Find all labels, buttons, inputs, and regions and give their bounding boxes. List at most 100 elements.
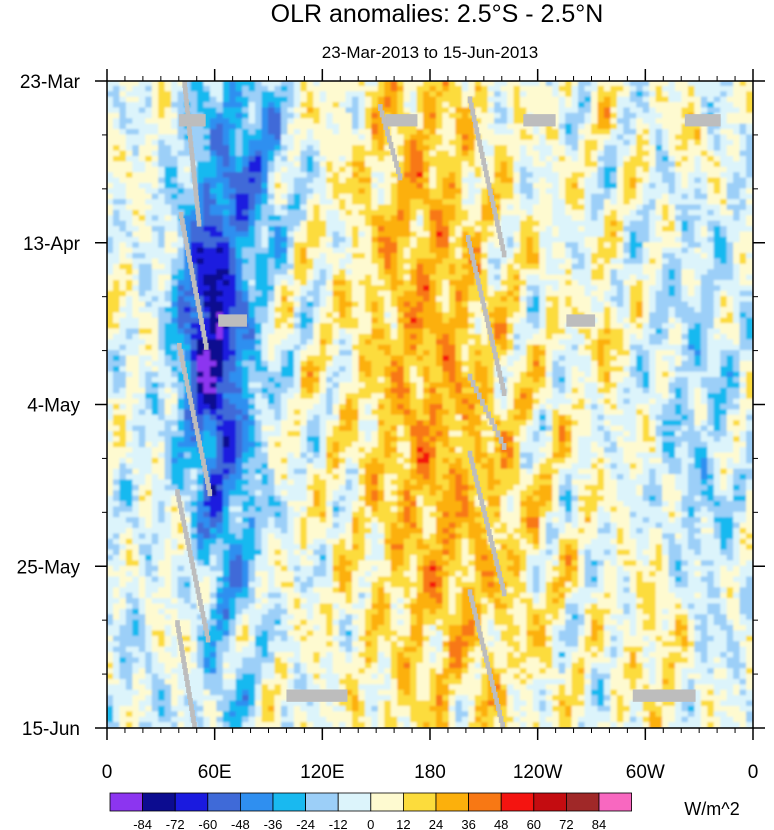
heatmap-cell (164, 161, 173, 168)
heatmap-cell (203, 161, 211, 168)
heatmap-cell (565, 166, 573, 174)
heatmap-cell (455, 166, 463, 174)
heatmap-cell (384, 145, 392, 152)
heatmap-cell (720, 145, 728, 152)
heatmap-cell (403, 139, 412, 147)
heatmap-cell (280, 161, 289, 168)
heatmap-cell (410, 134, 418, 141)
heatmap-cell (545, 139, 554, 147)
heatmap-cell (209, 118, 218, 125)
heatmap-cell (481, 150, 489, 157)
heatmap-cell (687, 129, 696, 136)
heatmap-cell (332, 91, 341, 98)
heatmap-cell (107, 166, 114, 174)
heatmap-cell (687, 172, 696, 179)
heatmap-cell (733, 166, 741, 174)
heatmap-cell (248, 123, 257, 131)
heatmap-cell (558, 139, 567, 147)
heatmap-cell (164, 81, 173, 87)
heatmap-cell (248, 85, 257, 93)
heatmap-cell (487, 150, 496, 157)
heatmap-cell (119, 81, 127, 87)
heatmap-cell (655, 150, 664, 157)
heatmap-cell (571, 150, 580, 157)
heatmap-cell (500, 81, 509, 87)
heatmap-cell (649, 123, 657, 131)
heatmap-cell (255, 112, 263, 120)
heatmap-cell (461, 81, 470, 87)
heatmap-cell (132, 123, 140, 131)
heatmap-cell (448, 91, 457, 98)
heatmap-cell (571, 112, 580, 120)
heatmap-cell (138, 81, 147, 87)
heatmap-cell (610, 102, 618, 109)
heatmap-cell (293, 129, 302, 136)
heatmap-cell (642, 112, 651, 120)
heatmap-cell (487, 112, 496, 120)
heatmap-cell (351, 81, 360, 87)
heatmap-cell (410, 155, 418, 163)
heatmap-cell (481, 118, 489, 125)
heatmap-cell (513, 134, 521, 141)
heatmap-cell (720, 118, 728, 125)
heatmap-cell (293, 81, 302, 87)
heatmap-cell (662, 107, 670, 114)
heatmap-cell (377, 129, 386, 136)
heatmap-cell (184, 81, 192, 87)
heatmap-cell (248, 112, 257, 120)
heatmap-cell (377, 166, 386, 174)
heatmap-cell (222, 91, 231, 98)
heatmap-cell (145, 123, 153, 131)
heatmap-cell (429, 123, 437, 131)
heatmap-cell (558, 107, 567, 114)
heatmap-cell (662, 150, 670, 157)
heatmap-cell (209, 155, 218, 163)
heatmap-cell (423, 107, 431, 114)
heatmap-cell (112, 139, 121, 147)
heatmap-cell (455, 102, 463, 109)
heatmap-cell (448, 161, 457, 168)
heatmap-cell (429, 91, 437, 98)
heatmap-cell (733, 118, 741, 125)
heatmap-cell (345, 134, 353, 141)
heatmap-cell (300, 150, 308, 157)
heatmap-cell (468, 91, 476, 98)
heatmap-cell (177, 96, 186, 104)
heatmap-cell (746, 166, 753, 174)
heatmap-cell (145, 161, 153, 168)
heatmap-cell (733, 102, 741, 109)
heatmap-cell (558, 91, 567, 98)
heatmap-cell (319, 102, 328, 109)
heatmap-cell (119, 150, 127, 157)
heatmap-cell (151, 166, 160, 174)
heatmap-cell (739, 123, 748, 131)
heatmap-cell (616, 129, 625, 136)
heatmap-cell (584, 155, 592, 163)
heatmap-cell (578, 118, 586, 125)
heatmap-cell (229, 91, 237, 98)
heatmap-cell (145, 102, 153, 109)
heatmap-cell (662, 123, 670, 131)
heatmap-cell (733, 96, 741, 104)
heatmap-cell (584, 107, 592, 114)
heatmap-cell (190, 107, 198, 114)
heatmap-cell (151, 107, 160, 114)
heatmap-cell (132, 161, 140, 168)
heatmap-cell (429, 150, 437, 157)
heatmap-cell (655, 81, 664, 87)
heatmap-cell (377, 123, 386, 131)
heatmap-cell (610, 129, 618, 136)
heatmap-cell (739, 161, 748, 168)
heatmap-cell (442, 91, 450, 98)
heatmap-cell (720, 91, 728, 98)
heatmap-cell (739, 134, 748, 141)
heatmap-cell (700, 166, 709, 174)
heatmap-cell (248, 81, 257, 87)
heatmap-cell (571, 118, 580, 125)
heatmap-cell (235, 96, 244, 104)
heatmap-cell (655, 107, 664, 114)
heatmap-cell (610, 172, 618, 179)
heatmap-cell (636, 150, 644, 157)
heatmap-cell (112, 134, 121, 141)
heatmap-cell (416, 166, 425, 174)
